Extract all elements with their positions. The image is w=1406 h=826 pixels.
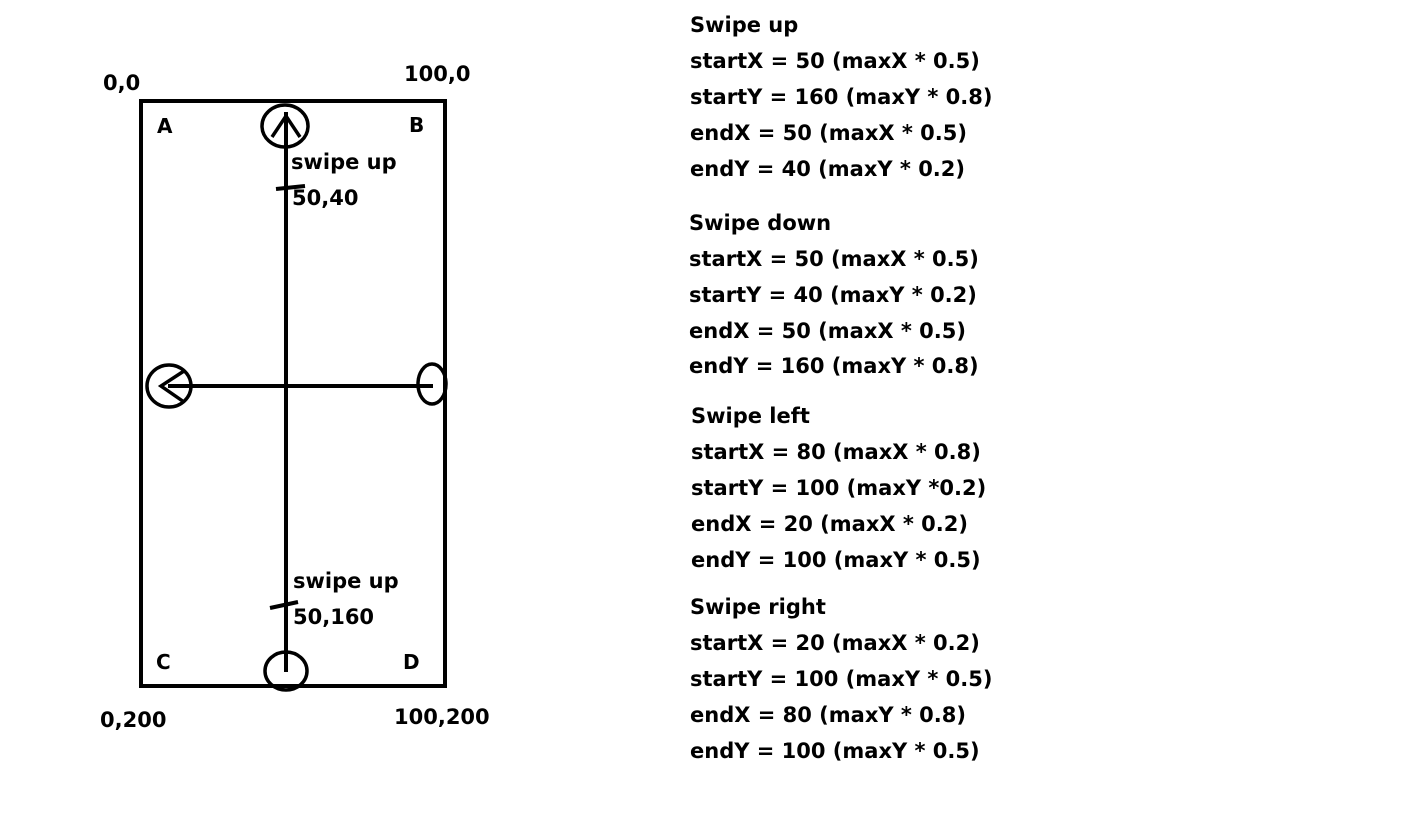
quadrant-label-b: B (409, 113, 425, 137)
swipe-down-line: startX = 50 (maxX * 0.5) (689, 247, 979, 271)
bottom-marker-title: swipe up (293, 569, 399, 593)
swipe-right-line: endY = 100 (maxY * 0.5) (690, 739, 980, 763)
corner-label-top-right: 100,0 (404, 62, 471, 86)
corner-label-bottom-left: 0,200 (100, 708, 167, 732)
swipe-right-line: startY = 100 (maxY * 0.5) (690, 667, 993, 691)
quadrant-label-c: C (156, 650, 171, 674)
swipe-up-line: endY = 40 (maxY * 0.2) (690, 157, 965, 181)
corner-label-bottom-right: 100,200 (394, 705, 490, 729)
swipe-down-line: endX = 50 (maxX * 0.5) (689, 319, 966, 343)
quadrant-label-d: D (403, 650, 420, 674)
swipe-right-line: endX = 80 (maxY * 0.8) (690, 703, 966, 727)
top-marker-coords: 50,40 (292, 186, 359, 210)
bottom-marker-coords: 50,160 (293, 605, 375, 629)
left-arrow-icon (145, 363, 193, 409)
swipe-left-line: endY = 100 (maxY * 0.5) (691, 548, 981, 572)
swipe-left-title: Swipe left (691, 404, 810, 428)
bottom-tick-mark (269, 600, 299, 610)
right-end-circle-icon (416, 362, 448, 406)
swipe-down-line: endY = 160 (maxY * 0.8) (689, 354, 979, 378)
swipe-up-line: startX = 50 (maxX * 0.5) (690, 49, 980, 73)
swipe-up-title: Swipe up (690, 13, 799, 37)
corner-label-top-left: 0,0 (103, 71, 141, 95)
swipe-down-title: Swipe down (689, 211, 832, 235)
bottom-start-circle-icon (263, 650, 309, 692)
up-arrow-icon (260, 103, 310, 149)
swipe-right-line: startX = 20 (maxX * 0.2) (690, 631, 980, 655)
swipe-up-line: endX = 50 (maxX * 0.5) (690, 121, 967, 145)
swipe-up-line: startY = 160 (maxY * 0.8) (690, 85, 993, 109)
quadrant-label-a: A (157, 114, 173, 138)
swipe-down-line: startY = 40 (maxY * 0.2) (689, 283, 977, 307)
swipe-left-line: endX = 20 (maxX * 0.2) (691, 512, 968, 536)
top-tick-mark (275, 184, 306, 191)
top-marker-title: swipe up (291, 150, 397, 174)
swipe-left-line: startX = 80 (maxX * 0.8) (691, 440, 981, 464)
swipe-left-line: startY = 100 (maxY *0.2) (691, 476, 987, 500)
swipe-right-title: Swipe right (690, 595, 826, 619)
